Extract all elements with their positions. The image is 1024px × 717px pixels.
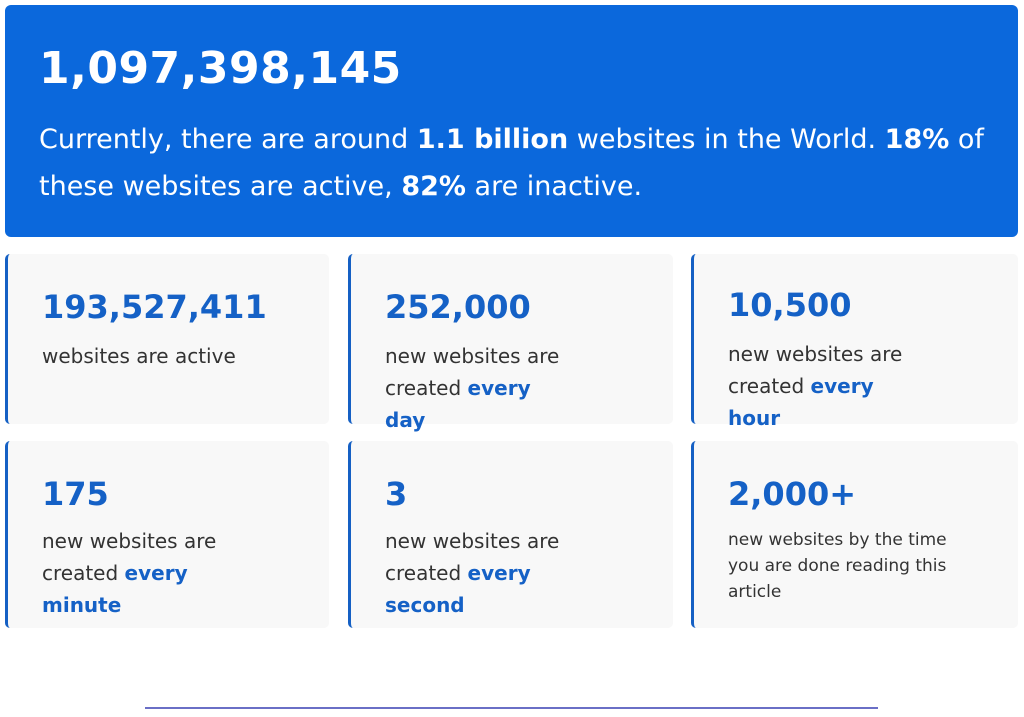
stat-description-text: new websites are created [385,344,560,400]
stat-card-per-second: 3 new websites are created every second [348,441,673,628]
stat-card-per-hour: 10,500 new websites are created every ho… [691,254,1018,430]
hero-text-part: websites in the World. [568,124,885,155]
stat-number: 3 [385,475,408,513]
hero-text-part: of these websites are active, [39,124,984,202]
hero-text-bold: 82% [401,171,466,202]
stat-description-highlight: every hour [728,374,874,430]
stat-card-per-minute: 175 new websites are created every minut… [5,441,329,628]
stat-number: 10,500 [728,286,852,324]
stat-card-reading-time: 2,000+ new websites by the time you are … [691,441,1018,628]
hero-text-bold: 1.1 billion [416,124,569,155]
stat-number: 252,000 [385,288,531,326]
stat-description-highlight: every second [385,561,531,617]
stat-description-highlight: every day [385,376,531,432]
stat-card-active-websites: 193,527,411 websites are active [5,254,329,424]
stat-card-per-day: 252,000 new websites are created every d… [348,254,673,432]
stat-description: new websites are created every day [385,340,575,436]
hero-website-count: 1,097,398,145 [39,43,402,94]
stat-description: new websites are created every second [385,525,575,621]
stat-description: new websites by the time you are done re… [728,530,947,602]
stat-description-text: new websites are created [728,342,903,398]
stat-number: 193,527,411 [42,288,267,326]
section-divider [145,707,878,709]
hero-summary: Currently, there are around 1.1 billion … [39,116,984,210]
hero-text-part: are inactive. [465,171,643,202]
stat-description: new websites are created every hour [728,338,928,434]
hero-text-part: Currently, there are around [39,124,417,155]
stat-description-text: new websites are created [42,529,217,585]
hero-banner: 1,097,398,145 Currently, there are aroun… [5,5,1018,237]
stat-description-text: new websites are created [385,529,560,585]
stat-number: 2,000+ [728,475,857,513]
hero-text-bold: 18% [884,124,950,155]
stat-description: websites are active [42,344,236,368]
stat-number: 175 [42,475,109,513]
stat-description-highlight: every minute [42,561,188,617]
stat-description: new websites are created every minute [42,525,232,621]
